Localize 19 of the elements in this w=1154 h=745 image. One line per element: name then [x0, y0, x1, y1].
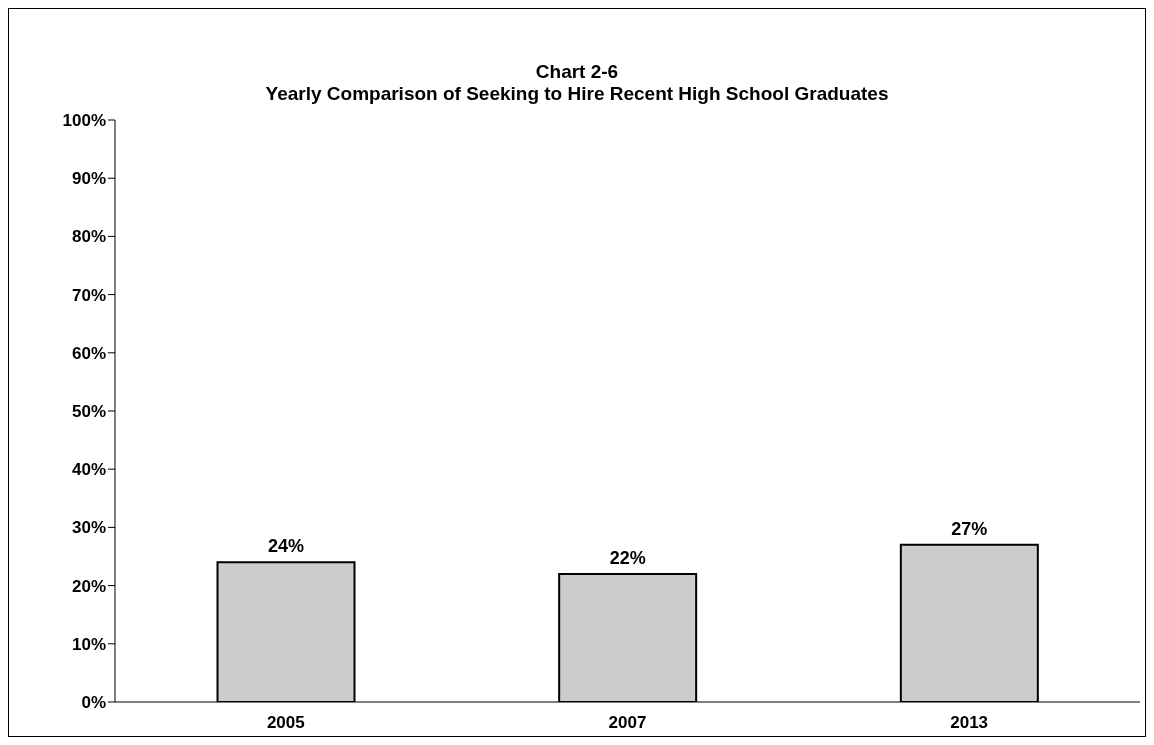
x-tick-label: 2005 [266, 713, 305, 733]
y-tick-label: 70% [71, 285, 106, 305]
y-tick-label: 50% [71, 402, 106, 422]
y-tick-label: 40% [71, 460, 106, 480]
y-tick-label: 30% [71, 518, 106, 538]
y-tick-label: 20% [71, 576, 106, 596]
y-tick-label: 0% [81, 693, 106, 713]
data-label: 22% [609, 547, 646, 568]
chart-subtitle: Yearly Comparison of Seeking to Hire Recent High School Graduates [264, 83, 890, 105]
y-tick-label: 100% [62, 111, 106, 131]
y-tick-label: 60% [71, 343, 106, 363]
chart-title: Chart 2-6 [534, 61, 620, 83]
x-tick-label: 2013 [950, 713, 989, 733]
data-label: 27% [951, 518, 988, 539]
data-label: 24% [267, 536, 305, 557]
y-tick-label: 90% [71, 169, 106, 189]
y-tick-label: 80% [71, 227, 106, 247]
x-tick-label: 2007 [608, 713, 647, 733]
y-tick-label: 10% [71, 634, 106, 654]
